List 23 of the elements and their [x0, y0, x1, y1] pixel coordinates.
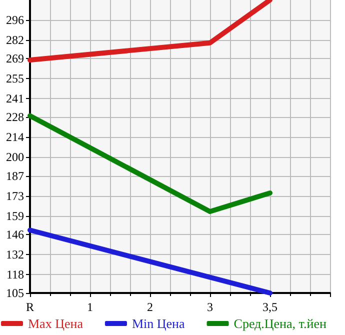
y-tick-label: 228: [6, 110, 24, 124]
y-tick-label: 214: [6, 130, 24, 144]
y-tick-label: 173: [6, 188, 24, 203]
y-tick-label: 118: [6, 267, 24, 282]
y-tick-label: 105: [6, 286, 24, 300]
x-tick-label: 3: [207, 300, 213, 314]
x-tick-label: 2: [147, 300, 153, 314]
y-tick-label: 255: [6, 72, 24, 86]
y-tick-label: 200: [6, 150, 24, 164]
y-tick-label: 132: [6, 247, 24, 262]
y-tick-label: 241: [6, 92, 24, 106]
legend-label: Max Цена: [28, 316, 84, 331]
legend-label: Сред.Цена, т.йен: [234, 316, 326, 331]
y-tick-label: 146: [6, 227, 24, 242]
x-tick-label: 3,5: [262, 300, 278, 314]
y-tick-label: 296: [6, 13, 24, 28]
y-tick-label: 282: [6, 33, 24, 48]
y-tick-label: 159: [6, 208, 24, 223]
y-tick-label: 269: [6, 52, 24, 66]
y-tick-label: 187: [6, 168, 24, 183]
legend-label: Min Цена: [132, 316, 185, 331]
x-tick-label: R: [26, 300, 34, 314]
x-tick-label: 1: [87, 300, 93, 314]
